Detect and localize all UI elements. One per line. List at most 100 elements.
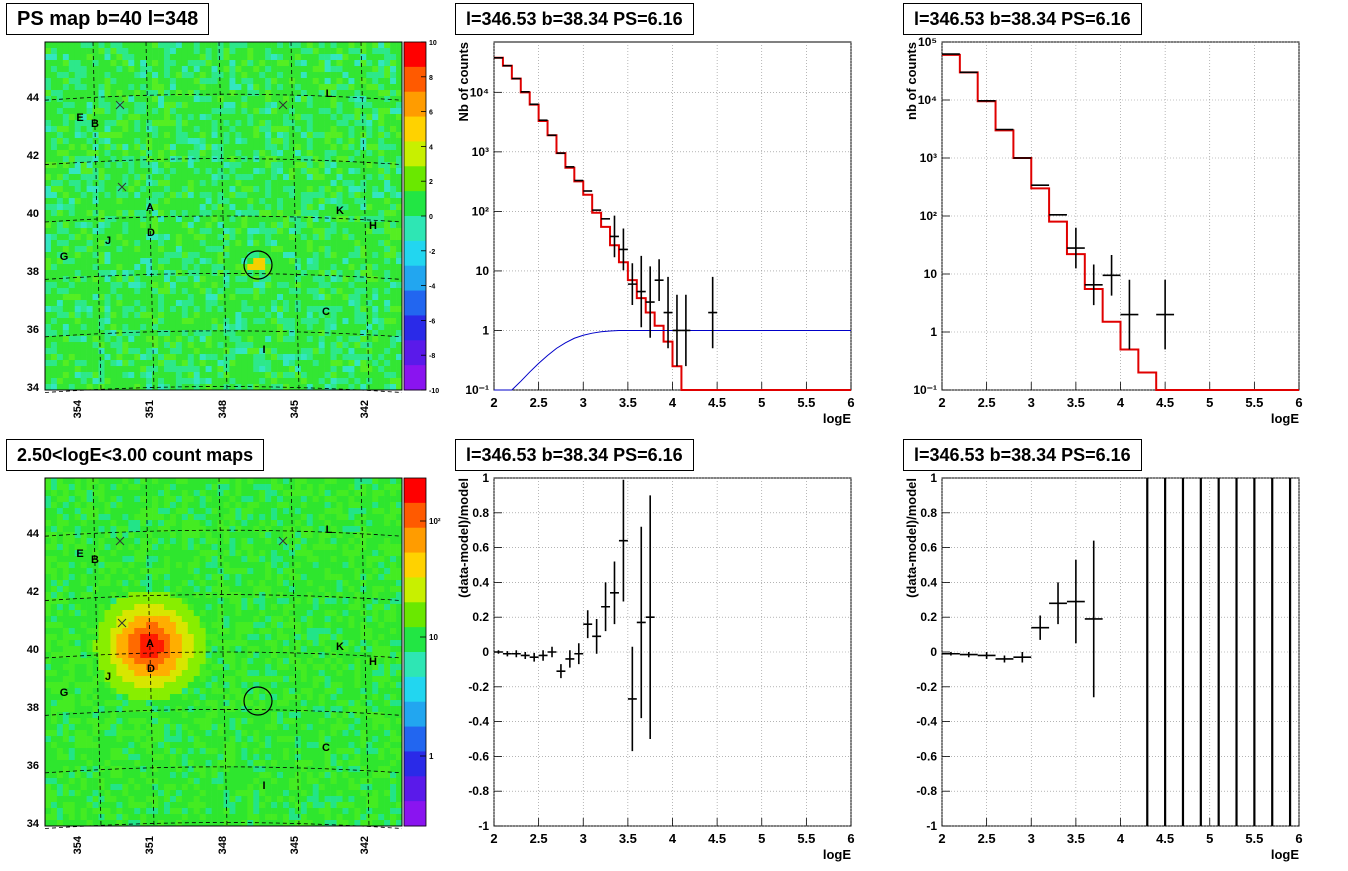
map-pixel [146,526,153,533]
map-pixel [122,496,129,503]
map-pixel [92,526,99,533]
map-pixel [330,192,337,199]
map-pixel [181,42,189,49]
map-pixel [104,688,111,695]
map-pixel [181,766,189,773]
map-pixel [50,556,58,563]
map-pixel [366,306,373,313]
map-pixel [306,48,314,55]
map-pixel [128,276,135,283]
map-pixel [354,72,361,79]
map-pixel [300,66,308,73]
map-pixel [45,562,52,569]
map-pixel [271,246,278,253]
map-pixel [324,156,331,163]
map-pixel [175,712,183,719]
map-pixel [217,222,224,229]
map-pixel [92,784,99,791]
map-pixel [300,108,308,115]
map-pixel [330,342,337,349]
map-pixel [86,520,93,527]
map-pixel [98,318,105,325]
map-pixel [45,760,52,767]
map-pixel [92,568,99,575]
map-pixel [62,96,70,103]
map-pixel [68,718,76,725]
map-pixel [390,216,397,223]
map-pixel [164,228,171,235]
map-pixel [110,234,117,241]
map-pixel [92,246,99,253]
map-pixel [241,96,248,103]
map-pixel [205,354,212,361]
map-pixel [104,808,111,815]
map-pixel [306,246,314,253]
map-pixel [175,748,183,755]
map-pixel [104,180,111,187]
map-pixel [92,360,99,367]
map-pixel [265,48,272,55]
map-pixel [283,174,290,181]
map-pixel [360,330,367,337]
map-pixel [199,48,206,55]
map-pixel [283,138,290,145]
map-pixel [342,366,349,373]
map-pixel [122,348,129,355]
map-pixel [169,312,177,319]
map-pixel [211,126,218,133]
map-pixel [164,96,171,103]
map-pixel [253,180,260,187]
map-pixel [56,48,64,55]
map-pixel [175,598,183,605]
map-pixel [175,694,183,701]
map-pixel [277,192,284,199]
map-pixel [193,96,200,103]
map-pixel [324,336,331,343]
map-pixel [104,514,111,521]
map-pixel [336,186,343,193]
map-pixel [181,126,189,133]
map-pixel [140,538,147,545]
map-pixel [134,598,141,605]
map-pixel [164,240,171,247]
map-pixel [306,222,314,229]
map-pixel [56,652,64,659]
colorbar-cell [404,116,426,142]
map-pixel [384,360,391,367]
map-pixel [378,126,385,133]
map-pixel [300,126,308,133]
map-pixel [104,712,111,719]
map-pixel [122,574,129,581]
map-pixel [336,162,343,169]
map-pixel [104,168,111,175]
map-pixel [164,294,171,301]
map-pixel [294,276,302,283]
map-pixel [193,84,200,91]
map-pixel [98,132,105,139]
map-pixel [348,336,355,343]
map-pixel [110,658,117,665]
map-pixel [86,48,93,55]
map-pixel [50,198,58,205]
map-pixel [175,360,183,367]
map-pixel [300,120,308,127]
map-pixel [330,78,337,85]
map-pixel [140,156,147,163]
map-pixel [128,820,135,827]
map-pixel [348,138,355,145]
map-pixel [169,490,177,497]
map-pixel [175,760,183,767]
map-pixel [372,330,379,337]
map-pixel [164,66,171,73]
map-pixel [152,766,159,773]
map-pixel [169,628,177,635]
map-pixel [187,496,195,503]
map-pixel [235,336,242,343]
map-pixel [283,210,290,217]
map-pixel [372,198,379,205]
map-pixel [158,306,165,313]
map-pixel [366,342,373,349]
map-pixel [164,204,171,211]
map-pixel [181,78,189,85]
map-pixel [378,42,385,49]
